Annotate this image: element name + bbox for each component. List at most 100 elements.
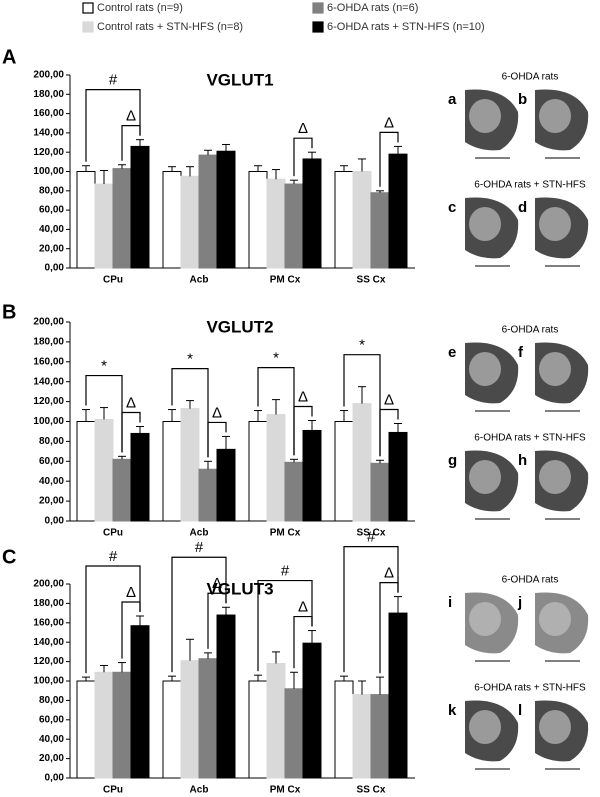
y-tick-label: 100,00 [33,166,64,177]
y-tick-label: 0,00 [45,263,65,274]
significance-label: # [281,563,290,580]
significance-label: * [273,350,279,367]
y-tick-label: 200,00 [33,317,64,328]
y-tick-label: 60,00 [39,456,64,467]
brain-striatum [539,352,571,386]
chart-title: VGLUT2 [206,317,273,336]
significance-label: Δ [384,391,394,408]
x-tick-label: Acb [190,785,209,796]
image-label: h [518,452,527,469]
significance-label: Δ [212,404,222,421]
bar [302,642,322,779]
y-tick-label: 20,00 [39,753,64,764]
bar [112,168,132,269]
y-tick-label: 140,00 [33,637,64,648]
significance-label: Δ [384,565,394,582]
image-caption: 6-OHDA rats + STN-HFS [474,433,586,444]
y-tick-label: 100,00 [33,676,64,687]
significance-label: Δ [126,584,136,601]
bar [284,461,304,522]
x-tick-label: Acb [190,275,209,286]
significance-bracket [85,565,141,674]
image-label: k [448,702,457,719]
significance-bracket [379,408,399,457]
significance-bracket [379,131,399,187]
bar [266,414,286,522]
y-tick-label: 20,00 [39,496,64,507]
significance-label: Δ [212,575,222,592]
image-caption: 6-OHDA rats + STN-HFS [474,683,586,694]
significance-bracket [343,546,399,673]
bar [180,408,200,522]
bar [284,688,304,779]
bar [76,421,96,522]
legend-label: 6-OHDA rats + STN-HFS (n=10) [327,21,485,33]
bar [76,171,96,269]
significance-bracket [121,601,141,659]
bar [162,680,182,779]
y-tick-label: 20,00 [39,243,64,254]
chart-title: VGLUT1 [206,70,273,89]
bar [302,158,322,269]
bar [216,448,236,522]
y-tick-label: 40,00 [39,476,64,487]
x-tick-label: CPu [103,528,123,539]
y-tick-label: 120,00 [33,656,64,667]
x-tick-label: Acb [190,528,209,539]
significance-label: # [109,72,118,89]
significance-bracket [207,592,227,649]
x-tick-label: PM Cx [270,785,301,796]
x-tick-label: SS Cx [357,275,386,286]
bar [94,183,114,269]
brain-striatum [469,602,501,636]
legend-swatch [82,21,94,33]
bar [388,612,408,779]
brain-striatum [539,460,571,494]
bar [334,421,354,522]
bar [180,175,200,269]
bar [198,468,218,522]
y-tick-label: 40,00 [39,224,64,235]
x-tick-label: CPu [103,275,123,286]
image-caption: 6-OHDA rats [502,575,559,586]
legend-swatch [312,21,324,33]
significance-bracket [293,405,313,456]
bar [370,694,390,779]
image-label: a [448,91,457,108]
bar [198,658,218,779]
legend-label: 6-OHDA rats (n=6) [327,2,418,14]
brain-striatum [469,460,501,494]
significance-label: Δ [298,388,308,405]
brain-striatum [539,602,571,636]
legend-swatch [82,2,94,14]
bar [352,403,372,522]
bar [266,178,286,269]
bar [112,671,132,779]
significance-label: Δ [384,114,394,131]
bar [130,145,150,269]
y-tick-label: 80,00 [39,436,64,447]
bar [302,429,322,522]
significance-bracket [293,137,313,177]
bar [162,171,182,269]
significance-bracket [121,125,141,161]
y-tick-label: 180,00 [33,337,64,348]
bar [94,671,114,779]
brain-striatum [469,207,501,241]
significance-label: Δ [298,120,308,137]
brain-striatum [469,99,501,133]
image-caption: 6-OHDA rats + STN-HFS [474,180,586,191]
y-tick-label: 180,00 [33,89,64,100]
significance-bracket [257,579,313,672]
image-label: e [448,344,456,361]
panel-label: A [2,46,16,68]
bar [248,421,268,522]
y-tick-label: 60,00 [39,205,64,216]
bar [216,150,236,269]
y-tick-label: 120,00 [33,147,64,158]
bar [216,614,236,779]
x-tick-label: SS Cx [357,785,386,796]
bar [388,431,408,522]
y-tick-label: 120,00 [33,396,64,407]
